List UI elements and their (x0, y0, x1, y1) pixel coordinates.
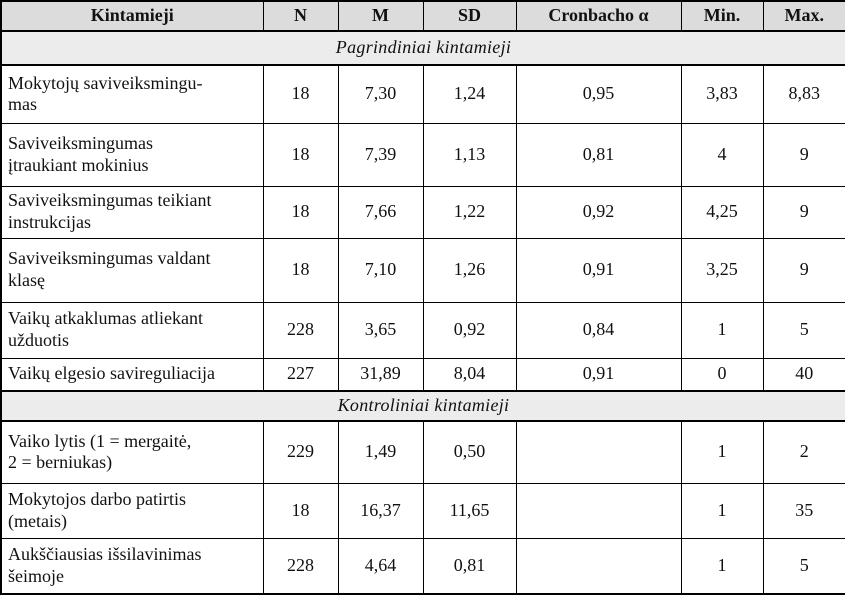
cell-alpha (515, 537, 682, 595)
cell-min: 3,25 (680, 237, 764, 303)
row-label: Saviveiksmingumas valdant klasę (0, 237, 264, 303)
row-label: Mokytojos darbo patirtis (metais) (0, 482, 264, 539)
cell-n: 18 (262, 64, 339, 124)
section-row-control-variables: Kontroliniai kintamieji (0, 390, 845, 422)
cell-sd: 0,50 (422, 420, 517, 484)
cell-min: 4 (680, 122, 764, 187)
cell-m: 3,65 (337, 301, 424, 359)
cell-m: 7,30 (337, 64, 424, 124)
column-header-cronbach-alpha: Cronbacho α (515, 0, 682, 32)
cell-m: 4,64 (337, 537, 424, 595)
cell-sd: 0,81 (422, 537, 517, 595)
column-header-m: M (337, 0, 424, 32)
table-row: Saviveiksmingumas valdant klasę 18 7,10 … (0, 237, 845, 303)
cell-max: 2 (762, 420, 845, 484)
cell-m: 7,66 (337, 185, 424, 239)
column-header-variable: Kintamieji (0, 0, 264, 32)
cell-alpha: 0,92 (515, 185, 682, 239)
cell-sd: 11,65 (422, 482, 517, 539)
table-row: Aukščiausias išsilavinimas šeimoje 228 4… (0, 537, 845, 595)
column-header-min: Min. (680, 0, 764, 32)
cell-alpha: 0,95 (515, 64, 682, 124)
cell-m: 7,10 (337, 237, 424, 303)
table-header-row: Kintamieji N M SD Cronbacho α Min. Max. (0, 0, 845, 32)
cell-min: 1 (680, 482, 764, 539)
cell-m: 16,37 (337, 482, 424, 539)
table-row: Saviveiksmingumas teikiant instrukcijas … (0, 185, 845, 239)
cell-m: 7,39 (337, 122, 424, 187)
cell-sd: 1,26 (422, 237, 517, 303)
cell-min: 1 (680, 420, 764, 484)
section-row-main-variables: Pagrindiniai kintamieji (0, 30, 845, 66)
cell-max: 8,83 (762, 64, 845, 124)
cell-n: 228 (262, 301, 339, 359)
cell-max: 5 (762, 537, 845, 595)
column-header-sd: SD (422, 0, 517, 32)
cell-n: 18 (262, 185, 339, 239)
section-title: Pagrindiniai kintamieji (0, 30, 845, 66)
cell-n: 18 (262, 237, 339, 303)
cell-alpha: 0,91 (515, 357, 682, 392)
table-row: Mokytojos darbo patirtis (metais) 18 16,… (0, 482, 845, 539)
cell-max: 40 (762, 357, 845, 392)
cell-max: 5 (762, 301, 845, 359)
cell-alpha (515, 482, 682, 539)
cell-min: 3,83 (680, 64, 764, 124)
cell-max: 9 (762, 185, 845, 239)
cell-m: 1,49 (337, 420, 424, 484)
row-label: Vaiko lytis (1 = mergaitė, 2 = berniukas… (0, 420, 264, 484)
table-row: Vaikų elgesio savireguliacija 227 31,89 … (0, 357, 845, 392)
row-label: Saviveiksmingumas įtraukiant mokinius (0, 122, 264, 187)
cell-max: 9 (762, 237, 845, 303)
cell-n: 229 (262, 420, 339, 484)
table-row: Mokytojų saviveiksmingu- mas 18 7,30 1,2… (0, 64, 845, 124)
column-header-n: N (262, 0, 339, 32)
cell-n: 18 (262, 122, 339, 187)
cell-min: 4,25 (680, 185, 764, 239)
cell-sd: 1,24 (422, 64, 517, 124)
table-row: Saviveiksmingumas įtraukiant mokinius 18… (0, 122, 845, 187)
row-label: Saviveiksmingumas teikiant instrukcijas (0, 185, 264, 239)
cell-m: 31,89 (337, 357, 424, 392)
cell-sd: 8,04 (422, 357, 517, 392)
cell-n: 18 (262, 482, 339, 539)
row-label: Mokytojų saviveiksmingu- mas (0, 64, 264, 124)
cell-alpha: 0,84 (515, 301, 682, 359)
cell-n: 228 (262, 537, 339, 595)
cell-sd: 1,13 (422, 122, 517, 187)
cell-min: 0 (680, 357, 764, 392)
column-header-max: Max. (762, 0, 845, 32)
cell-min: 1 (680, 537, 764, 595)
table-row: Vaikų atkaklumas atliekant užduotis 228 … (0, 301, 845, 359)
row-label: Aukščiausias išsilavinimas šeimoje (0, 537, 264, 595)
cell-max: 9 (762, 122, 845, 187)
section-title: Kontroliniai kintamieji (0, 390, 845, 422)
row-label: Vaikų elgesio savireguliacija (0, 357, 264, 392)
cell-alpha (515, 420, 682, 484)
row-label: Vaikų atkaklumas atliekant užduotis (0, 301, 264, 359)
cell-min: 1 (680, 301, 764, 359)
cell-n: 227 (262, 357, 339, 392)
table-row: Vaiko lytis (1 = mergaitė, 2 = berniukas… (0, 420, 845, 484)
cell-alpha: 0,91 (515, 237, 682, 303)
cell-max: 35 (762, 482, 845, 539)
cell-sd: 0,92 (422, 301, 517, 359)
cell-alpha: 0,81 (515, 122, 682, 187)
cell-sd: 1,22 (422, 185, 517, 239)
